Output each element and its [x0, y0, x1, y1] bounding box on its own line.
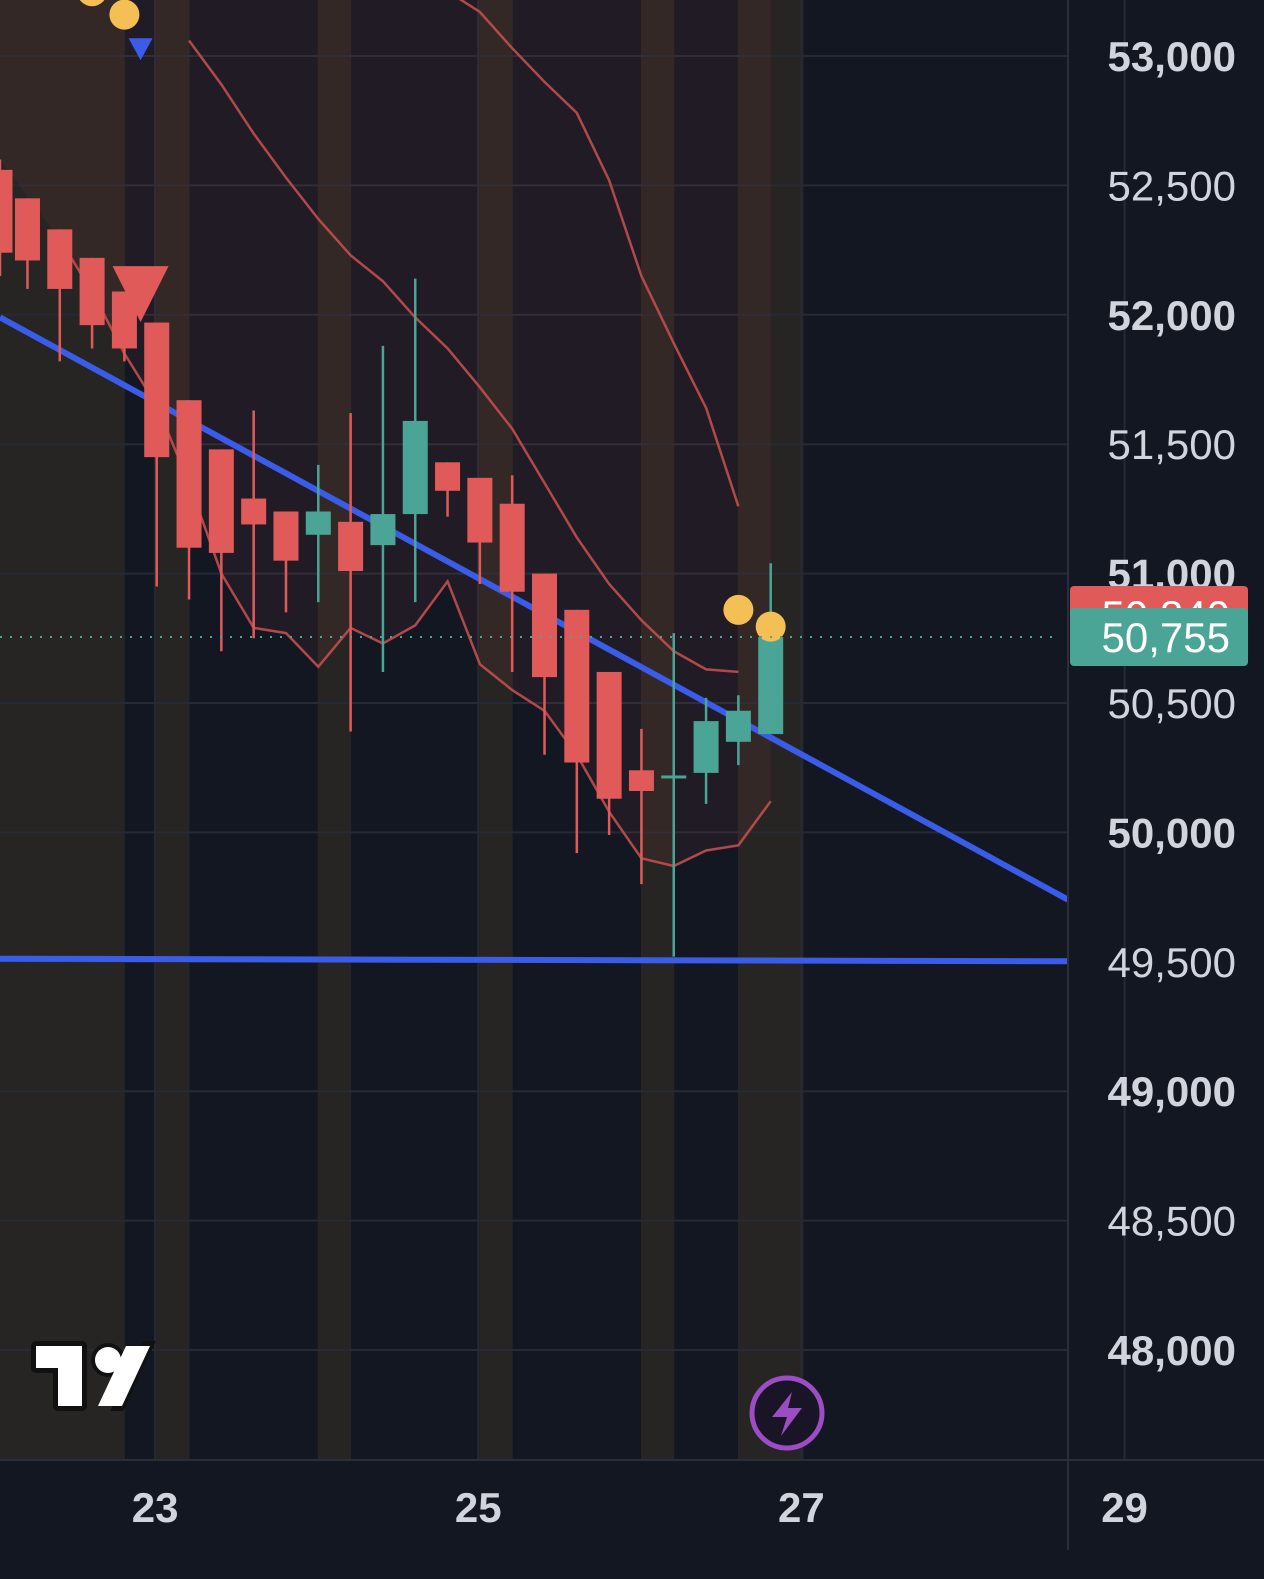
lightning-icon: [772, 1392, 802, 1436]
candle-body-2: [47, 229, 73, 289]
signal-dot-3: [723, 594, 754, 625]
candle-body-23: [725, 710, 751, 742]
highlight-band-2: [317, 0, 352, 1460]
candle-body-10: [305, 511, 331, 535]
candle-body-20: [628, 770, 654, 791]
y-tick-label-2: 52,000: [1108, 292, 1236, 339]
candle-body-13: [402, 420, 428, 515]
candle-body-24: [758, 637, 784, 735]
signal-markers: [0, 0, 1060, 642]
price-label-box-1: [1070, 608, 1248, 667]
highlight-band-3: [479, 0, 513, 1460]
x-tick-label-0: 23: [132, 1484, 179, 1531]
signal-dot-4: [755, 611, 786, 642]
y-tick-label-0: 53,000: [1108, 33, 1236, 80]
candle-body-1: [14, 198, 40, 261]
y-tick-label-10: 48,000: [1108, 1327, 1236, 1374]
upper-band-line: [187, 39, 739, 674]
support-line-horizontal[interactable]: [0, 955, 1069, 965]
small-signal-triangle: [128, 38, 153, 61]
candle-body-14: [435, 462, 461, 491]
candle-body-19: [596, 671, 622, 799]
y-tick-label-6: 50,000: [1108, 809, 1236, 856]
price-label-1[interactable]: 50,755: [1070, 608, 1248, 667]
highlight-band-1: [156, 0, 190, 1460]
x-tick-label-1: 25: [455, 1484, 502, 1531]
y-tick-label-1: 52,500: [1108, 162, 1236, 209]
y-tick-label-8: 49,000: [1108, 1068, 1236, 1115]
candle-body-9: [273, 511, 299, 561]
candle-body-11: [338, 521, 364, 572]
candle-body-15: [467, 477, 493, 543]
x-tick-label-2: 27: [778, 1484, 825, 1531]
candle-body-16: [499, 503, 525, 592]
candle-body-5: [144, 322, 170, 458]
candle-body-8: [241, 498, 267, 525]
candle-body-12: [370, 514, 396, 546]
highlight-bands: [0, 0, 804, 1460]
candle-body-17: [532, 573, 558, 678]
candle-body-18: [564, 609, 590, 763]
lightning-button[interactable]: [749, 1375, 825, 1451]
candle-body-7: [208, 449, 234, 553]
candle-body-21: [661, 775, 687, 779]
sell-signal-triangle: [112, 266, 169, 323]
price-label-text-1: 50,755: [1102, 614, 1230, 661]
tradingview-logo[interactable]: [31, 1341, 156, 1411]
candle-body-3: [79, 257, 105, 326]
candle-body-22: [693, 721, 719, 773]
x-tick-label-3: 29: [1101, 1484, 1148, 1531]
highlight-band-4: [640, 0, 675, 1460]
y-tick-label-7: 49,500: [1108, 939, 1236, 986]
candle-body-0: [0, 169, 13, 253]
signal-dot-2: [109, 0, 140, 30]
upper-band-2-line: [458, 0, 740, 507]
y-tick-label-9: 48,500: [1108, 1198, 1236, 1245]
candle-body-6: [176, 400, 202, 548]
candles: [0, 159, 784, 957]
y-tick-label-3: 51,500: [1108, 421, 1236, 468]
y-tick-label-5: 50,500: [1108, 680, 1236, 727]
signal-dot-1: [79, 0, 105, 7]
